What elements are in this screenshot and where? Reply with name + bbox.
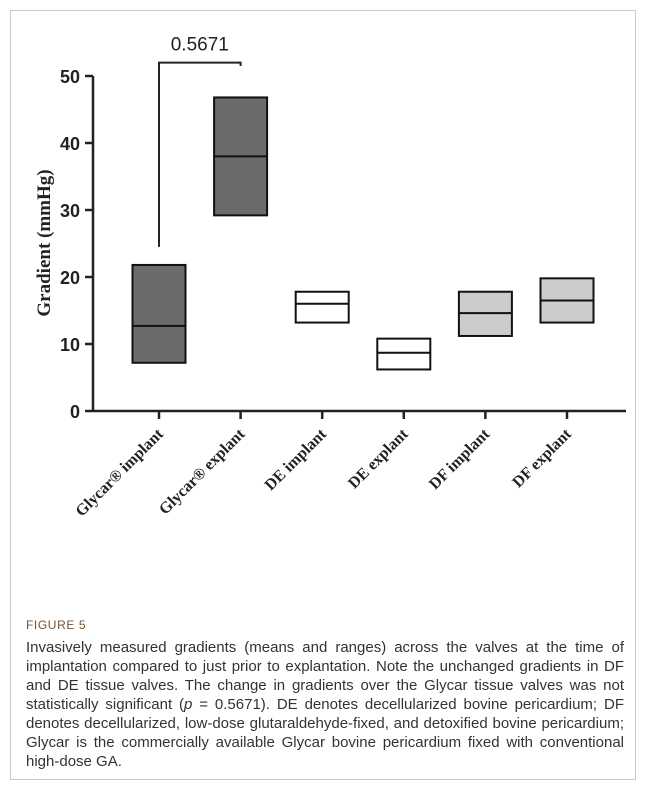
- y-tick-label: 20: [60, 268, 80, 288]
- bracket-label: 0.5671: [171, 35, 229, 56]
- range-box: [131, 263, 187, 364]
- caption-part-1: Invasively measured gradients (means and…: [26, 639, 624, 713]
- x-tick-label: Glycar® explant: [156, 425, 249, 518]
- range-box: [376, 337, 432, 371]
- range-box: [294, 290, 350, 324]
- x-tick-label: DF explant: [509, 425, 575, 491]
- y-tick-label: 30: [60, 201, 80, 221]
- boxes: [131, 96, 595, 371]
- bracket-line: [158, 61, 242, 247]
- figure-frame: [10, 10, 636, 780]
- figure-caption: FIGURE 5 Invasively measured gradients (…: [26, 618, 624, 771]
- x-tick-label: DE implant: [262, 425, 331, 494]
- caption-p-symbol: p: [184, 696, 193, 713]
- y-ticks: 0 10 20 30 40 50: [60, 67, 93, 422]
- y-tick-label: 10: [60, 335, 80, 355]
- y-tick-label: 40: [60, 134, 80, 154]
- significance-bracket: 0.5671: [158, 35, 242, 247]
- figure-caption-text: Invasively measured gradients (means and…: [26, 638, 624, 771]
- x-tick-label: Glycar® implant: [73, 425, 168, 520]
- caption-part-2: = 0.5671). DE denotes decellularized bov…: [26, 696, 624, 770]
- y-tick-label: 0: [70, 402, 80, 422]
- y-axis-label: Gradient (mmHg): [34, 169, 55, 316]
- y-tick-label: 50: [60, 67, 80, 87]
- x-tick-label: DE explant: [345, 425, 412, 492]
- figure-label: FIGURE 5: [26, 618, 87, 632]
- x-tick-label: DF implant: [426, 425, 494, 493]
